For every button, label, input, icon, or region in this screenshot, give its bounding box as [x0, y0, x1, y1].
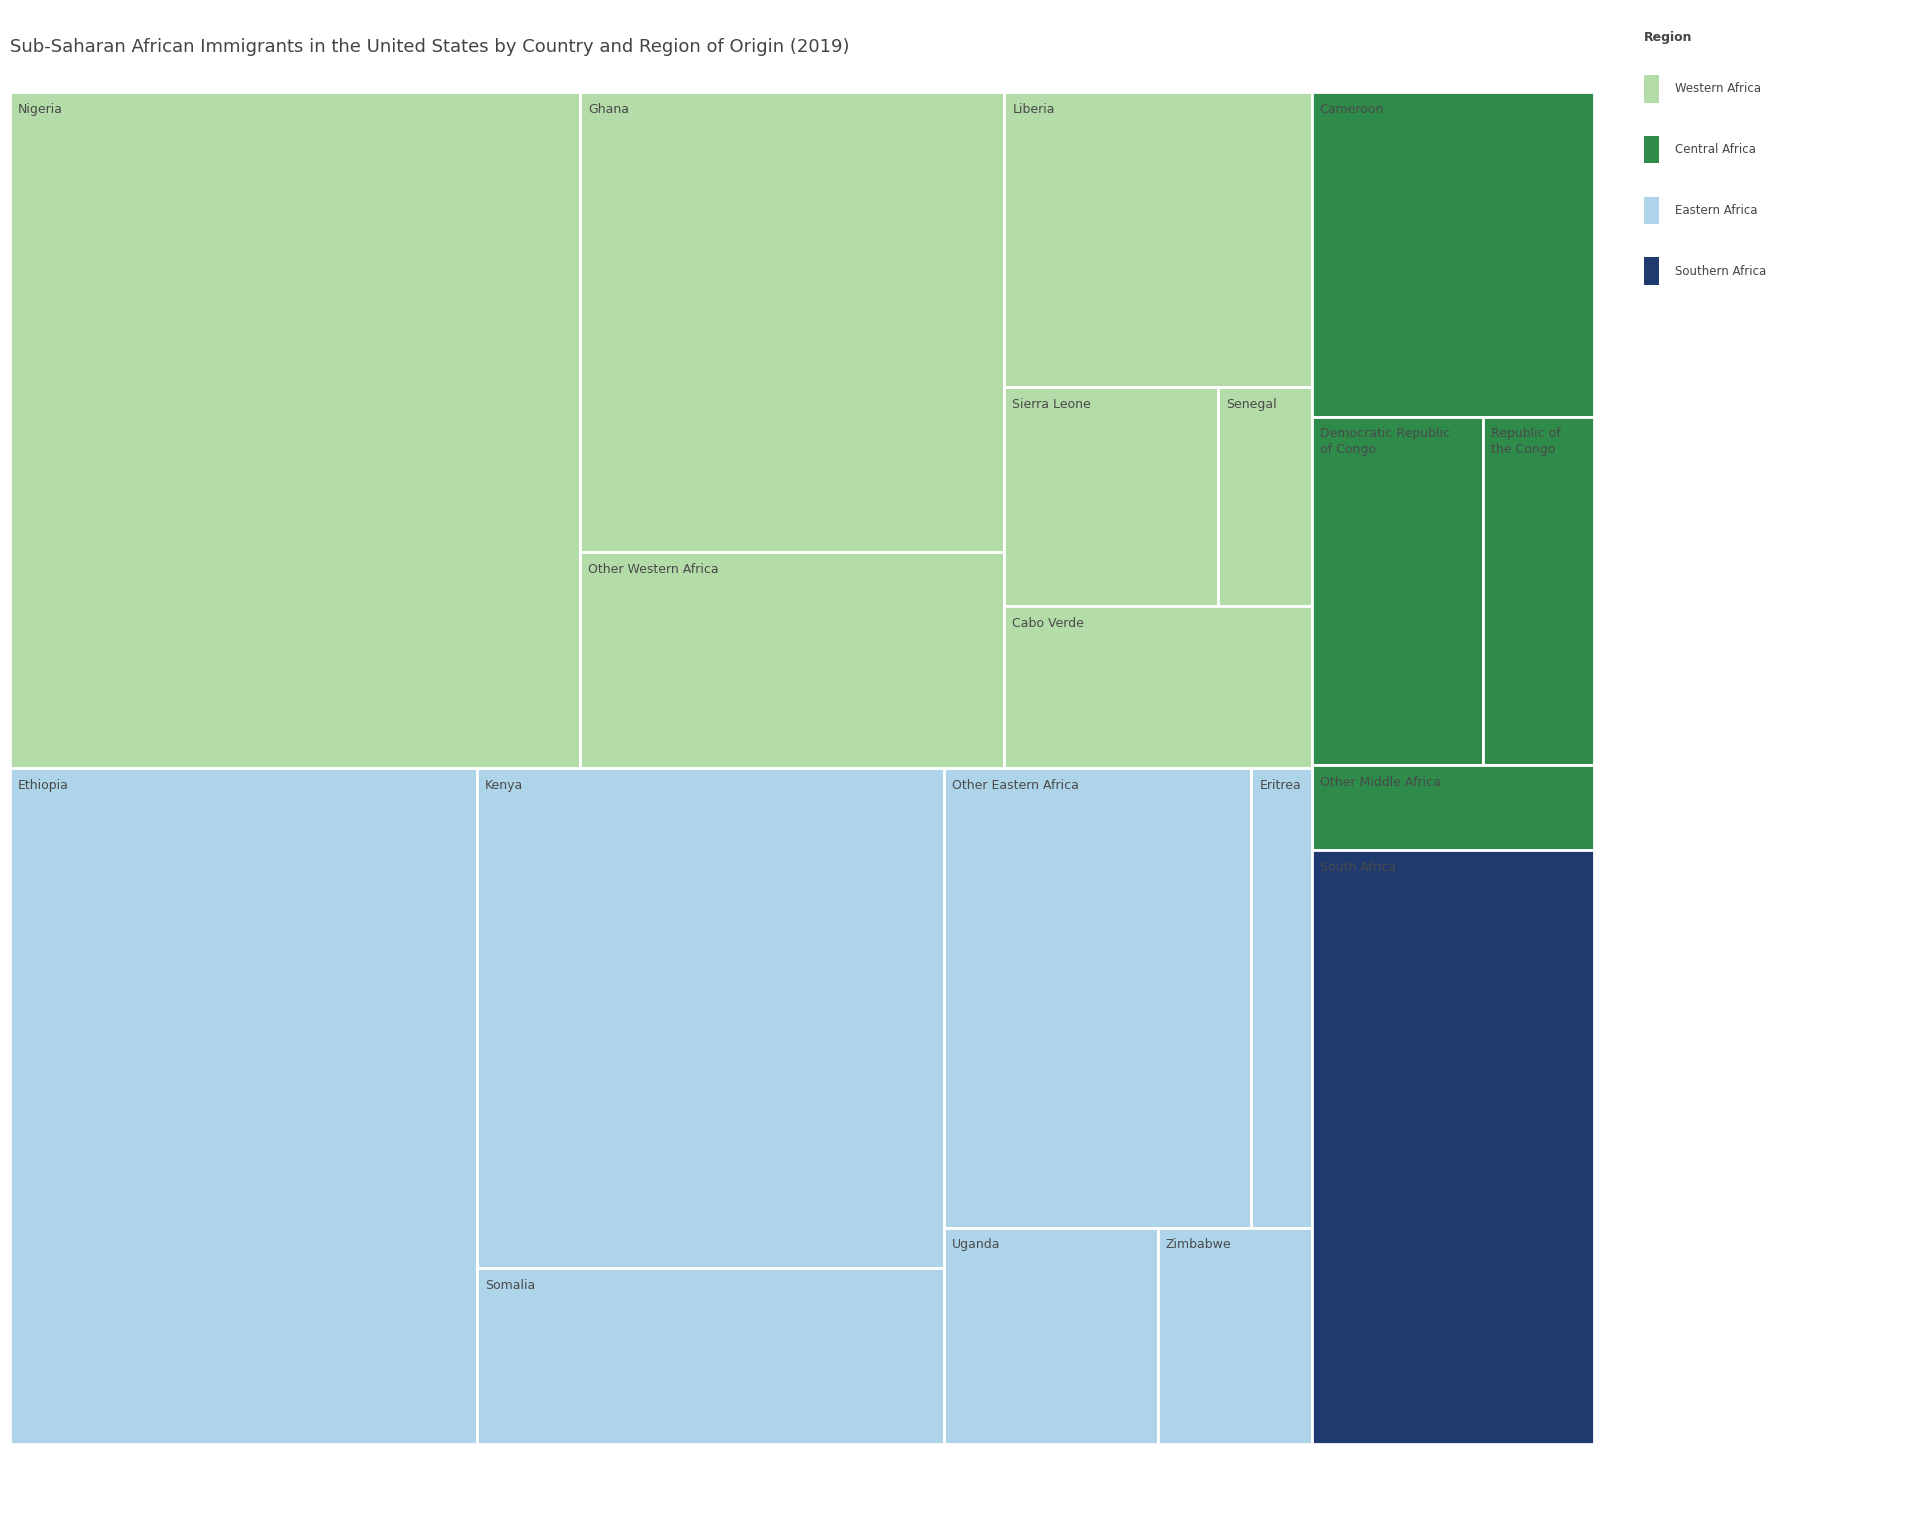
- Bar: [1004, 605, 1311, 768]
- Text: Ghana: Ghana: [588, 103, 628, 117]
- Bar: [580, 551, 1004, 768]
- Bar: [10, 768, 476, 1444]
- Bar: [476, 768, 945, 1269]
- Text: Sub-Saharan African Immigrants in the United States by Country and Region of Ori: Sub-Saharan African Immigrants in the Un…: [10, 38, 849, 57]
- Bar: [1311, 765, 1594, 851]
- Text: Southern Africa: Southern Africa: [1674, 264, 1766, 278]
- Text: Cameroon: Cameroon: [1319, 103, 1384, 117]
- Text: Eritrea: Eritrea: [1260, 779, 1302, 793]
- Bar: [580, 92, 1004, 551]
- Bar: [1004, 92, 1311, 387]
- Bar: [945, 1227, 1158, 1444]
- Text: Western Africa: Western Africa: [1674, 83, 1761, 95]
- Bar: [1644, 197, 1659, 224]
- Bar: [945, 768, 1252, 1227]
- Text: Liberia: Liberia: [1012, 103, 1054, 117]
- Text: Uganda: Uganda: [952, 1238, 1000, 1252]
- Bar: [1482, 416, 1594, 765]
- Text: Other Eastern Africa: Other Eastern Africa: [952, 779, 1079, 793]
- Text: Senegal: Senegal: [1227, 398, 1277, 410]
- Text: Democratic Republic
of Congo: Democratic Republic of Congo: [1319, 427, 1450, 456]
- Text: Central Africa: Central Africa: [1674, 143, 1755, 157]
- Bar: [1644, 75, 1659, 103]
- Text: Eastern Africa: Eastern Africa: [1674, 204, 1757, 217]
- Text: Region: Region: [1644, 31, 1692, 43]
- Bar: [1311, 416, 1482, 765]
- Text: Zimbabwe: Zimbabwe: [1165, 1238, 1231, 1252]
- Bar: [1311, 92, 1594, 416]
- Bar: [1252, 768, 1311, 1227]
- Bar: [1004, 387, 1217, 605]
- Text: South Africa: South Africa: [1319, 862, 1396, 874]
- Text: Sierra Leone: Sierra Leone: [1012, 398, 1091, 410]
- Bar: [1217, 387, 1311, 605]
- Text: Somalia: Somalia: [484, 1279, 536, 1292]
- Text: Kenya: Kenya: [484, 779, 522, 793]
- Bar: [1644, 258, 1659, 286]
- Text: Nigeria: Nigeria: [17, 103, 63, 117]
- Bar: [1644, 135, 1659, 163]
- Text: Republic of
the Congo: Republic of the Congo: [1490, 427, 1561, 456]
- Text: Other Western Africa: Other Western Africa: [588, 562, 718, 576]
- Text: Ethiopia: Ethiopia: [17, 779, 69, 793]
- Text: Other Middle Africa: Other Middle Africa: [1319, 776, 1440, 790]
- Bar: [1158, 1227, 1311, 1444]
- Bar: [1311, 851, 1594, 1444]
- Bar: [476, 1269, 945, 1444]
- Bar: [10, 92, 580, 768]
- Text: Cabo Verde: Cabo Verde: [1012, 616, 1085, 630]
